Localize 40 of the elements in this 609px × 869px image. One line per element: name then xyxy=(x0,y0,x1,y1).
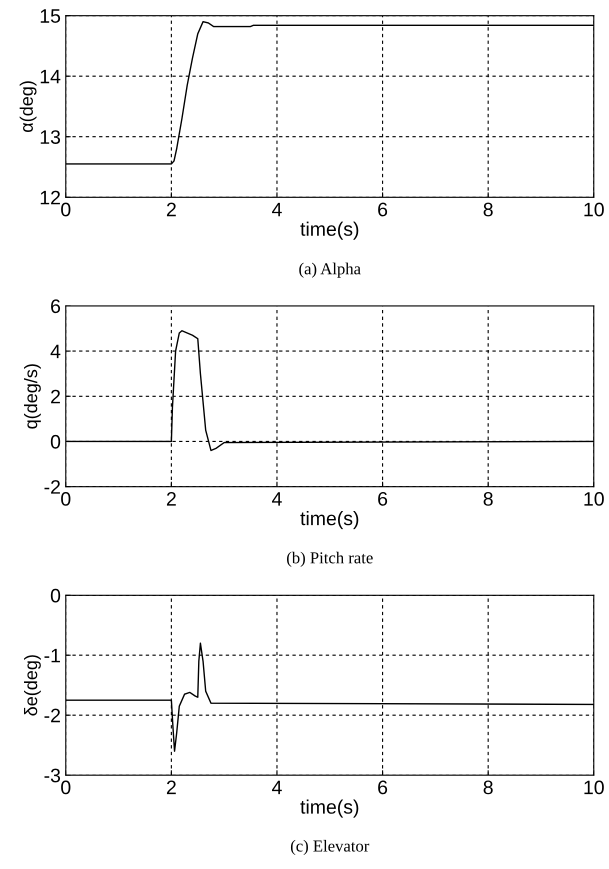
x-tick-label: 8 xyxy=(484,492,493,506)
x-tick-label: 0 xyxy=(61,780,70,794)
y-tick-label: -3 xyxy=(44,768,60,782)
x-axis-title: time(s) xyxy=(300,222,358,240)
x-tick-label: 6 xyxy=(378,202,388,216)
x-tick-label: 0 xyxy=(61,492,70,506)
x-tick-label: 10 xyxy=(584,492,604,506)
y-tick-label: 2 xyxy=(51,390,60,404)
y-tick-label: 15 xyxy=(40,9,60,23)
x-tick-label: 4 xyxy=(272,202,282,216)
x-tick-label: 10 xyxy=(584,202,604,216)
x-tick-label: 0 xyxy=(61,202,70,216)
x-axis-title: time(s) xyxy=(300,800,358,818)
text: (a) Alpha xyxy=(299,262,361,278)
x-tick-label: 4 xyxy=(272,492,282,506)
x-tick-label: 6 xyxy=(378,492,388,506)
x-tick-label: 2 xyxy=(166,202,176,216)
y-tick-label: 0 xyxy=(50,588,60,602)
x-tick-label: 6 xyxy=(378,780,388,794)
x-tick-label: 4 xyxy=(272,780,282,794)
y-tick-label: 12 xyxy=(40,190,60,204)
x-tick-label: 8 xyxy=(484,202,493,216)
y-tick-label: 14 xyxy=(40,70,60,84)
y-tick-label: 6 xyxy=(51,299,60,314)
y-tick-label: -1 xyxy=(44,648,60,662)
y-axis-title: δe(deg) xyxy=(24,655,41,716)
y-tick-label: -2 xyxy=(44,480,60,494)
y-tick-label: 4 xyxy=(50,344,60,358)
x-tick-label: 2 xyxy=(166,780,176,794)
x-tick-label: 8 xyxy=(484,780,493,794)
x-axis-title: time(s) xyxy=(300,511,358,530)
y-axis-title: α(deg) xyxy=(20,81,37,132)
x-tick-label: 10 xyxy=(584,780,604,794)
text: (b) Pitch rate xyxy=(287,552,373,567)
y-tick-label: -2 xyxy=(44,708,60,722)
x-tick-label: 2 xyxy=(166,492,176,506)
text: (c) Elevator xyxy=(290,840,370,856)
y-tick-label: 0 xyxy=(50,434,60,449)
y-tick-label: 13 xyxy=(40,130,60,144)
y-axis-title: q(deg/s) xyxy=(24,364,41,429)
